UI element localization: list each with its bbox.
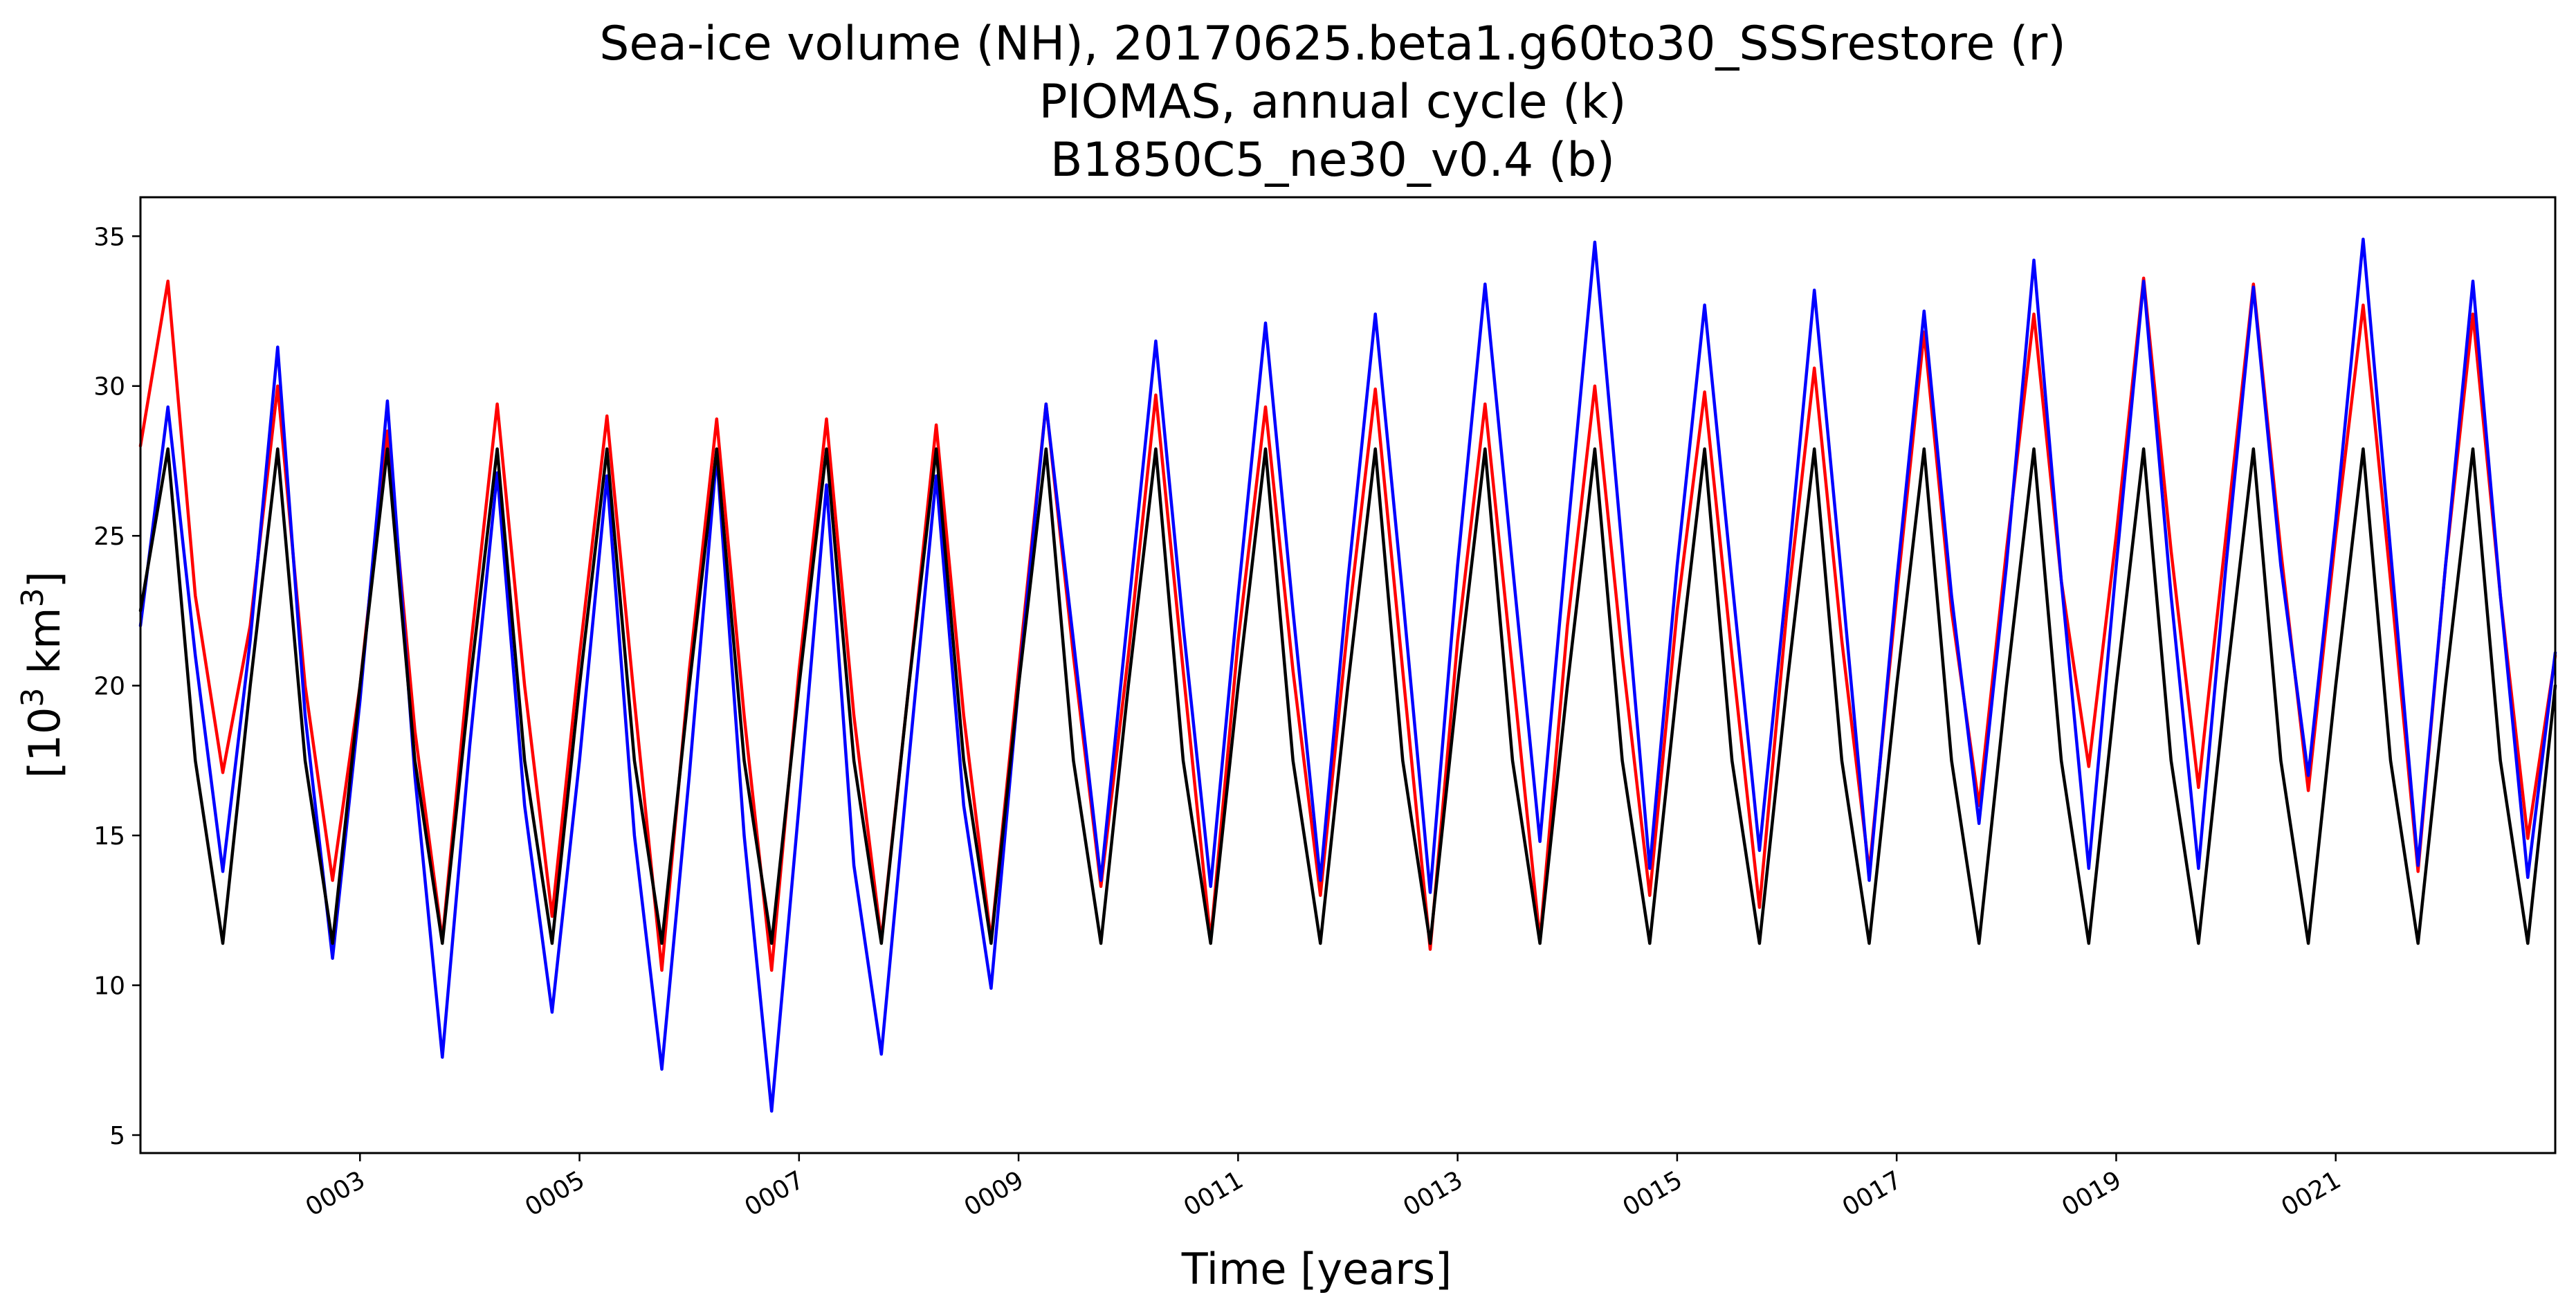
y-axis-label-unit: km bbox=[19, 608, 70, 688]
series-line-2 bbox=[138, 237, 2557, 1113]
x-tick-label: 0009 bbox=[960, 1166, 1029, 1222]
x-tick-label: 0015 bbox=[1618, 1166, 1688, 1222]
y-tick-label: 15 bbox=[93, 822, 125, 851]
chart-title-line-3: B1850C5_ne30_v0.4 (b) bbox=[1050, 133, 1615, 188]
y-tick-label: 30 bbox=[93, 373, 125, 401]
x-tick-label: 0019 bbox=[2057, 1166, 2126, 1222]
x-tick-label: 0011 bbox=[1179, 1166, 1248, 1222]
y-tick-label: 20 bbox=[93, 673, 125, 701]
x-tick-label: 0017 bbox=[1838, 1166, 1907, 1222]
y-axis-label-base: [10 bbox=[19, 707, 70, 779]
y-tick-label: 35 bbox=[93, 223, 125, 251]
x-axis-label: Time [years] bbox=[1181, 1244, 1452, 1294]
x-tick-label: 0003 bbox=[301, 1166, 370, 1222]
y-axis-label-unit-exponent: 3 bbox=[15, 588, 51, 608]
chart-title-line-2: PIOMAS, annual cycle (k) bbox=[1039, 75, 1626, 129]
y-tick-label: 5 bbox=[109, 1122, 125, 1150]
y-axis-ticks: 5 10 15 20 25 30 35 bbox=[93, 223, 140, 1150]
y-tick-label: 25 bbox=[93, 523, 125, 551]
y-axis-label-exponent: 3 bbox=[15, 688, 51, 707]
x-tick-label: 0021 bbox=[2276, 1166, 2346, 1222]
series-line-1 bbox=[138, 276, 2557, 972]
chart-title-line-1: Sea-ice volume (NH), 20170625.beta1.g60t… bbox=[599, 17, 2066, 71]
series-lines bbox=[138, 237, 2557, 1113]
x-tick-label: 0007 bbox=[740, 1166, 809, 1222]
x-axis-ticks: 0003 0005 0007 0009 0011 0013 0015 0017 0019 0021 bbox=[301, 1153, 2346, 1222]
plot-area-frame bbox=[139, 196, 2557, 1154]
y-axis-label: [103 km3] bbox=[15, 571, 70, 778]
chart-title: Sea-ice volume (NH), 20170625.beta1.g60t… bbox=[599, 17, 2066, 188]
x-tick-label: 0013 bbox=[1398, 1166, 1468, 1222]
y-axis-label-close: ] bbox=[19, 571, 70, 588]
y-tick-label: 10 bbox=[93, 972, 125, 1001]
series-line-3 bbox=[138, 447, 2557, 945]
x-tick-label: 0005 bbox=[520, 1166, 590, 1222]
